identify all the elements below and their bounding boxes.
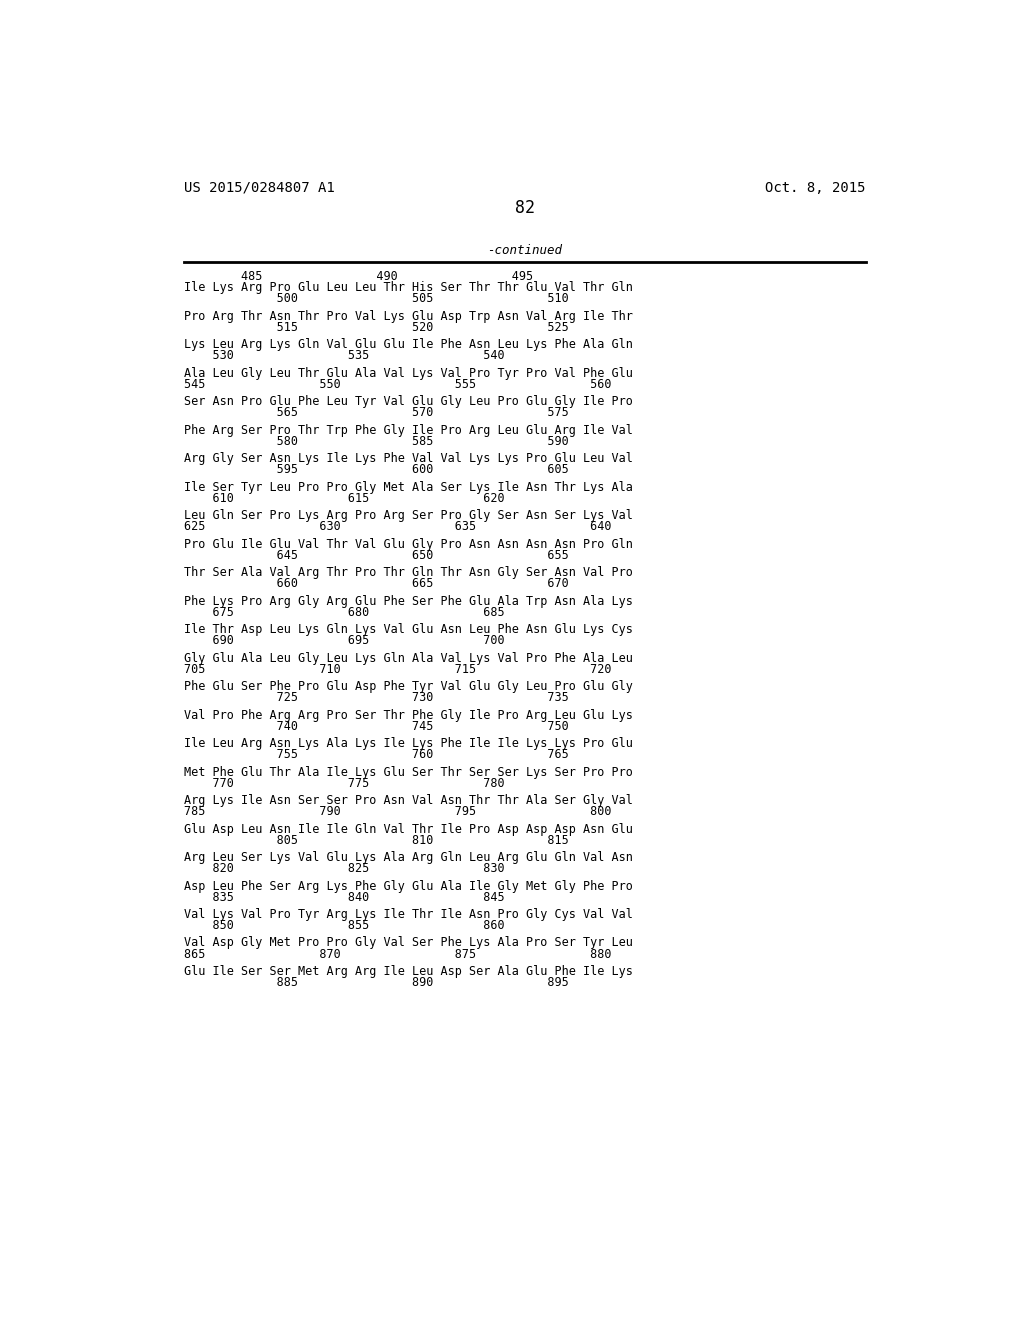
Text: 805                810                815: 805 810 815 [183,834,568,846]
Text: 580                585                590: 580 585 590 [183,434,568,447]
Text: Arg Gly Ser Asn Lys Ile Lys Phe Val Val Lys Lys Pro Glu Leu Val: Arg Gly Ser Asn Lys Ile Lys Phe Val Val … [183,453,633,465]
Text: 690                695                700: 690 695 700 [183,635,505,647]
Text: Pro Glu Ile Glu Val Thr Val Glu Gly Pro Asn Asn Asn Asn Pro Gln: Pro Glu Ile Glu Val Thr Val Glu Gly Pro … [183,537,633,550]
Text: Oct. 8, 2015: Oct. 8, 2015 [765,181,866,194]
Text: Arg Lys Ile Asn Ser Ser Pro Asn Val Asn Thr Thr Ala Ser Gly Val: Arg Lys Ile Asn Ser Ser Pro Asn Val Asn … [183,795,633,807]
Text: Phe Arg Ser Pro Thr Trp Phe Gly Ile Pro Arg Leu Glu Arg Ile Val: Phe Arg Ser Pro Thr Trp Phe Gly Ile Pro … [183,424,633,437]
Text: 82: 82 [515,199,535,218]
Text: 675                680                685: 675 680 685 [183,606,505,619]
Text: 835                840                845: 835 840 845 [183,891,505,904]
Text: Ile Ser Tyr Leu Pro Pro Gly Met Ala Ser Lys Ile Asn Thr Lys Ala: Ile Ser Tyr Leu Pro Pro Gly Met Ala Ser … [183,480,633,494]
Text: Lys Leu Arg Lys Gln Val Glu Glu Ile Phe Asn Leu Lys Phe Ala Gln: Lys Leu Arg Lys Gln Val Glu Glu Ile Phe … [183,338,633,351]
Text: 785                790                795                800: 785 790 795 800 [183,805,611,818]
Text: Val Lys Val Pro Tyr Arg Lys Ile Thr Ile Asn Pro Gly Cys Val Val: Val Lys Val Pro Tyr Arg Lys Ile Thr Ile … [183,908,633,921]
Text: 865                870                875                880: 865 870 875 880 [183,948,611,961]
Text: 500                505                510: 500 505 510 [183,293,568,305]
Text: Val Asp Gly Met Pro Pro Gly Val Ser Phe Lys Ala Pro Ser Tyr Leu: Val Asp Gly Met Pro Pro Gly Val Ser Phe … [183,936,633,949]
Text: Met Phe Glu Thr Ala Ile Lys Glu Ser Thr Ser Ser Lys Ser Pro Pro: Met Phe Glu Thr Ala Ile Lys Glu Ser Thr … [183,766,633,779]
Text: -continued: -continued [487,244,562,257]
Text: Gly Glu Ala Leu Gly Leu Lys Gln Ala Val Lys Val Pro Phe Ala Leu: Gly Glu Ala Leu Gly Leu Lys Gln Ala Val … [183,652,633,664]
Text: Arg Leu Ser Lys Val Glu Lys Ala Arg Gln Leu Arg Glu Gln Val Asn: Arg Leu Ser Lys Val Glu Lys Ala Arg Gln … [183,851,633,865]
Text: 565                570                575: 565 570 575 [183,407,568,420]
Text: Phe Glu Ser Phe Pro Glu Asp Phe Tyr Val Glu Gly Leu Pro Glu Gly: Phe Glu Ser Phe Pro Glu Asp Phe Tyr Val … [183,680,633,693]
Text: 850                855                860: 850 855 860 [183,919,505,932]
Text: Phe Lys Pro Arg Gly Arg Glu Phe Ser Phe Glu Ala Trp Asn Ala Lys: Phe Lys Pro Arg Gly Arg Glu Phe Ser Phe … [183,594,633,607]
Text: Val Pro Phe Arg Arg Pro Ser Thr Phe Gly Ile Pro Arg Leu Glu Lys: Val Pro Phe Arg Arg Pro Ser Thr Phe Gly … [183,709,633,722]
Text: Thr Ser Ala Val Arg Thr Pro Thr Gln Thr Asn Gly Ser Asn Val Pro: Thr Ser Ala Val Arg Thr Pro Thr Gln Thr … [183,566,633,579]
Text: US 2015/0284807 A1: US 2015/0284807 A1 [183,181,335,194]
Text: Ile Thr Asp Leu Lys Gln Lys Val Glu Asn Leu Phe Asn Glu Lys Cys: Ile Thr Asp Leu Lys Gln Lys Val Glu Asn … [183,623,633,636]
Text: 725                730                735: 725 730 735 [183,692,568,705]
Text: Ile Lys Arg Pro Glu Leu Leu Thr His Ser Thr Thr Glu Val Thr Gln: Ile Lys Arg Pro Glu Leu Leu Thr His Ser … [183,281,633,294]
Text: 625                630                635                640: 625 630 635 640 [183,520,611,533]
Text: 545                550                555                560: 545 550 555 560 [183,378,611,391]
Text: 770                775                780: 770 775 780 [183,776,505,789]
Text: Ile Leu Arg Asn Lys Ala Lys Ile Lys Phe Ile Ile Lys Lys Pro Glu: Ile Leu Arg Asn Lys Ala Lys Ile Lys Phe … [183,737,633,750]
Text: Glu Ile Ser Ser Met Arg Arg Ile Leu Asp Ser Ala Glu Phe Ile Lys: Glu Ile Ser Ser Met Arg Arg Ile Leu Asp … [183,965,633,978]
Text: Pro Arg Thr Asn Thr Pro Val Lys Glu Asp Trp Asn Val Arg Ile Thr: Pro Arg Thr Asn Thr Pro Val Lys Glu Asp … [183,310,633,322]
Text: 755                760                765: 755 760 765 [183,748,568,762]
Text: 610                615                620: 610 615 620 [183,492,505,504]
Text: 660                665                670: 660 665 670 [183,577,568,590]
Text: Ser Asn Pro Glu Phe Leu Tyr Val Glu Gly Leu Pro Glu Gly Ile Pro: Ser Asn Pro Glu Phe Leu Tyr Val Glu Gly … [183,395,633,408]
Text: 740                745                750: 740 745 750 [183,719,568,733]
Text: 645                650                655: 645 650 655 [183,549,568,562]
Text: Leu Gln Ser Pro Lys Arg Pro Arg Ser Pro Gly Ser Asn Ser Lys Val: Leu Gln Ser Pro Lys Arg Pro Arg Ser Pro … [183,510,633,523]
Text: 530                535                540: 530 535 540 [183,350,505,363]
Text: 515                520                525: 515 520 525 [183,321,568,334]
Text: 705                710                715                720: 705 710 715 720 [183,663,611,676]
Text: Ala Leu Gly Leu Thr Glu Ala Val Lys Val Pro Tyr Pro Val Phe Glu: Ala Leu Gly Leu Thr Glu Ala Val Lys Val … [183,367,633,380]
Text: 885                890                895: 885 890 895 [183,977,568,989]
Text: Glu Asp Leu Asn Ile Ile Gln Val Thr Ile Pro Asp Asp Asp Asn Glu: Glu Asp Leu Asn Ile Ile Gln Val Thr Ile … [183,822,633,836]
Text: 485                490                495: 485 490 495 [183,271,532,282]
Text: Asp Leu Phe Ser Arg Lys Phe Gly Glu Ala Ile Gly Met Gly Phe Pro: Asp Leu Phe Ser Arg Lys Phe Gly Glu Ala … [183,879,633,892]
Text: 595                600                605: 595 600 605 [183,463,568,477]
Text: 820                825                830: 820 825 830 [183,862,505,875]
